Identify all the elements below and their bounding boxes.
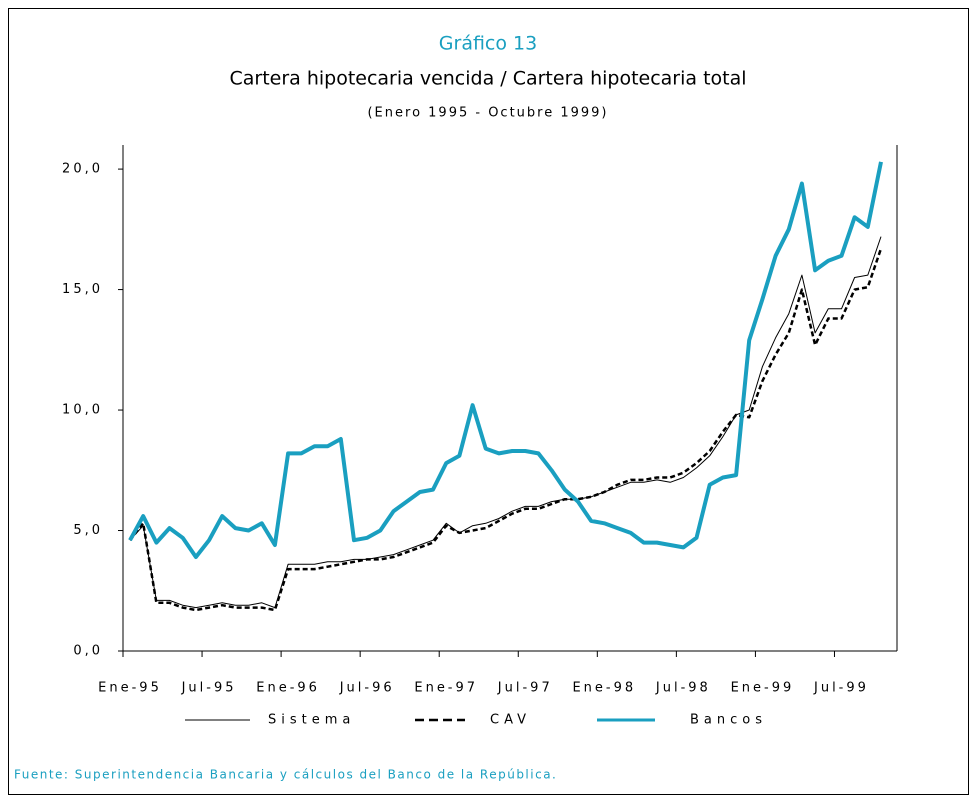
x-tick-label: Jul-98 <box>655 681 711 696</box>
series-line <box>128 161 883 559</box>
y-tick-label: 15,0 <box>62 282 103 297</box>
y-tick-label: 20,0 <box>62 162 103 177</box>
source: Fuente: Superintendencia Bancaria y cálc… <box>14 768 557 782</box>
legend-label: CAV <box>490 713 531 728</box>
x-tick-label: Jul-97 <box>497 681 553 696</box>
x-tick-label: Ene-97 <box>414 681 478 696</box>
legend-label: Sistema <box>268 713 355 728</box>
x-tick-label: Ene-95 <box>98 681 162 696</box>
x-tick-label: Ene-96 <box>256 681 320 696</box>
series-line <box>129 236 882 609</box>
legend-label: Bancos <box>690 713 767 728</box>
series-line <box>129 248 883 612</box>
y-tick-label: 5,0 <box>73 523 103 538</box>
x-tick-label: Jul-96 <box>339 681 395 696</box>
chart-title: Gráfico 13 <box>439 33 537 55</box>
x-tick-label: Jul-99 <box>813 681 869 696</box>
chart-subtitle: Cartera hipotecaria vencida / Cartera hi… <box>229 68 746 90</box>
y-tick-label: 0,0 <box>73 644 103 659</box>
x-tick-label: Ene-98 <box>572 681 636 696</box>
x-tick-label: Jul-95 <box>181 681 237 696</box>
y-tick-label: 10,0 <box>62 403 103 418</box>
period: (Enero 1995 - Octubre 1999) <box>367 106 608 121</box>
x-tick-label: Ene-99 <box>731 681 795 696</box>
frame <box>8 8 969 795</box>
